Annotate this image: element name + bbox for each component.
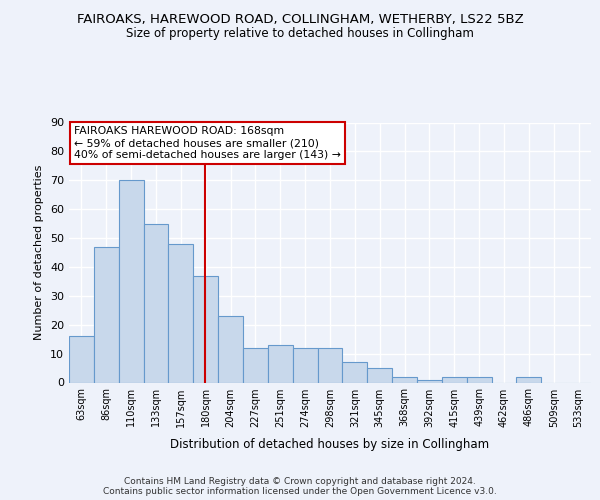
Bar [293,348,317,382]
Text: Size of property relative to detached houses in Collingham: Size of property relative to detached ho… [126,28,474,40]
Text: Contains public sector information licensed under the Open Government Licence v3: Contains public sector information licen… [103,487,497,496]
Bar [119,180,143,382]
Bar [218,316,243,382]
Bar [169,244,193,382]
Bar [243,348,268,382]
Y-axis label: Number of detached properties: Number of detached properties [34,165,44,340]
Bar [392,376,417,382]
Bar [143,224,169,382]
Bar [94,246,119,382]
Bar [367,368,392,382]
Bar [69,336,94,382]
Bar [442,376,467,382]
Text: Contains HM Land Registry data © Crown copyright and database right 2024.: Contains HM Land Registry data © Crown c… [124,477,476,486]
Bar [517,376,541,382]
X-axis label: Distribution of detached houses by size in Collingham: Distribution of detached houses by size … [170,438,490,451]
Bar [268,345,293,383]
Bar [417,380,442,382]
Bar [343,362,367,382]
Bar [467,376,491,382]
Text: FAIROAKS, HAREWOOD ROAD, COLLINGHAM, WETHERBY, LS22 5BZ: FAIROAKS, HAREWOOD ROAD, COLLINGHAM, WET… [77,12,523,26]
Bar [317,348,343,382]
Bar [193,276,218,382]
Text: FAIROAKS HAREWOOD ROAD: 168sqm
← 59% of detached houses are smaller (210)
40% of: FAIROAKS HAREWOOD ROAD: 168sqm ← 59% of … [74,126,341,160]
